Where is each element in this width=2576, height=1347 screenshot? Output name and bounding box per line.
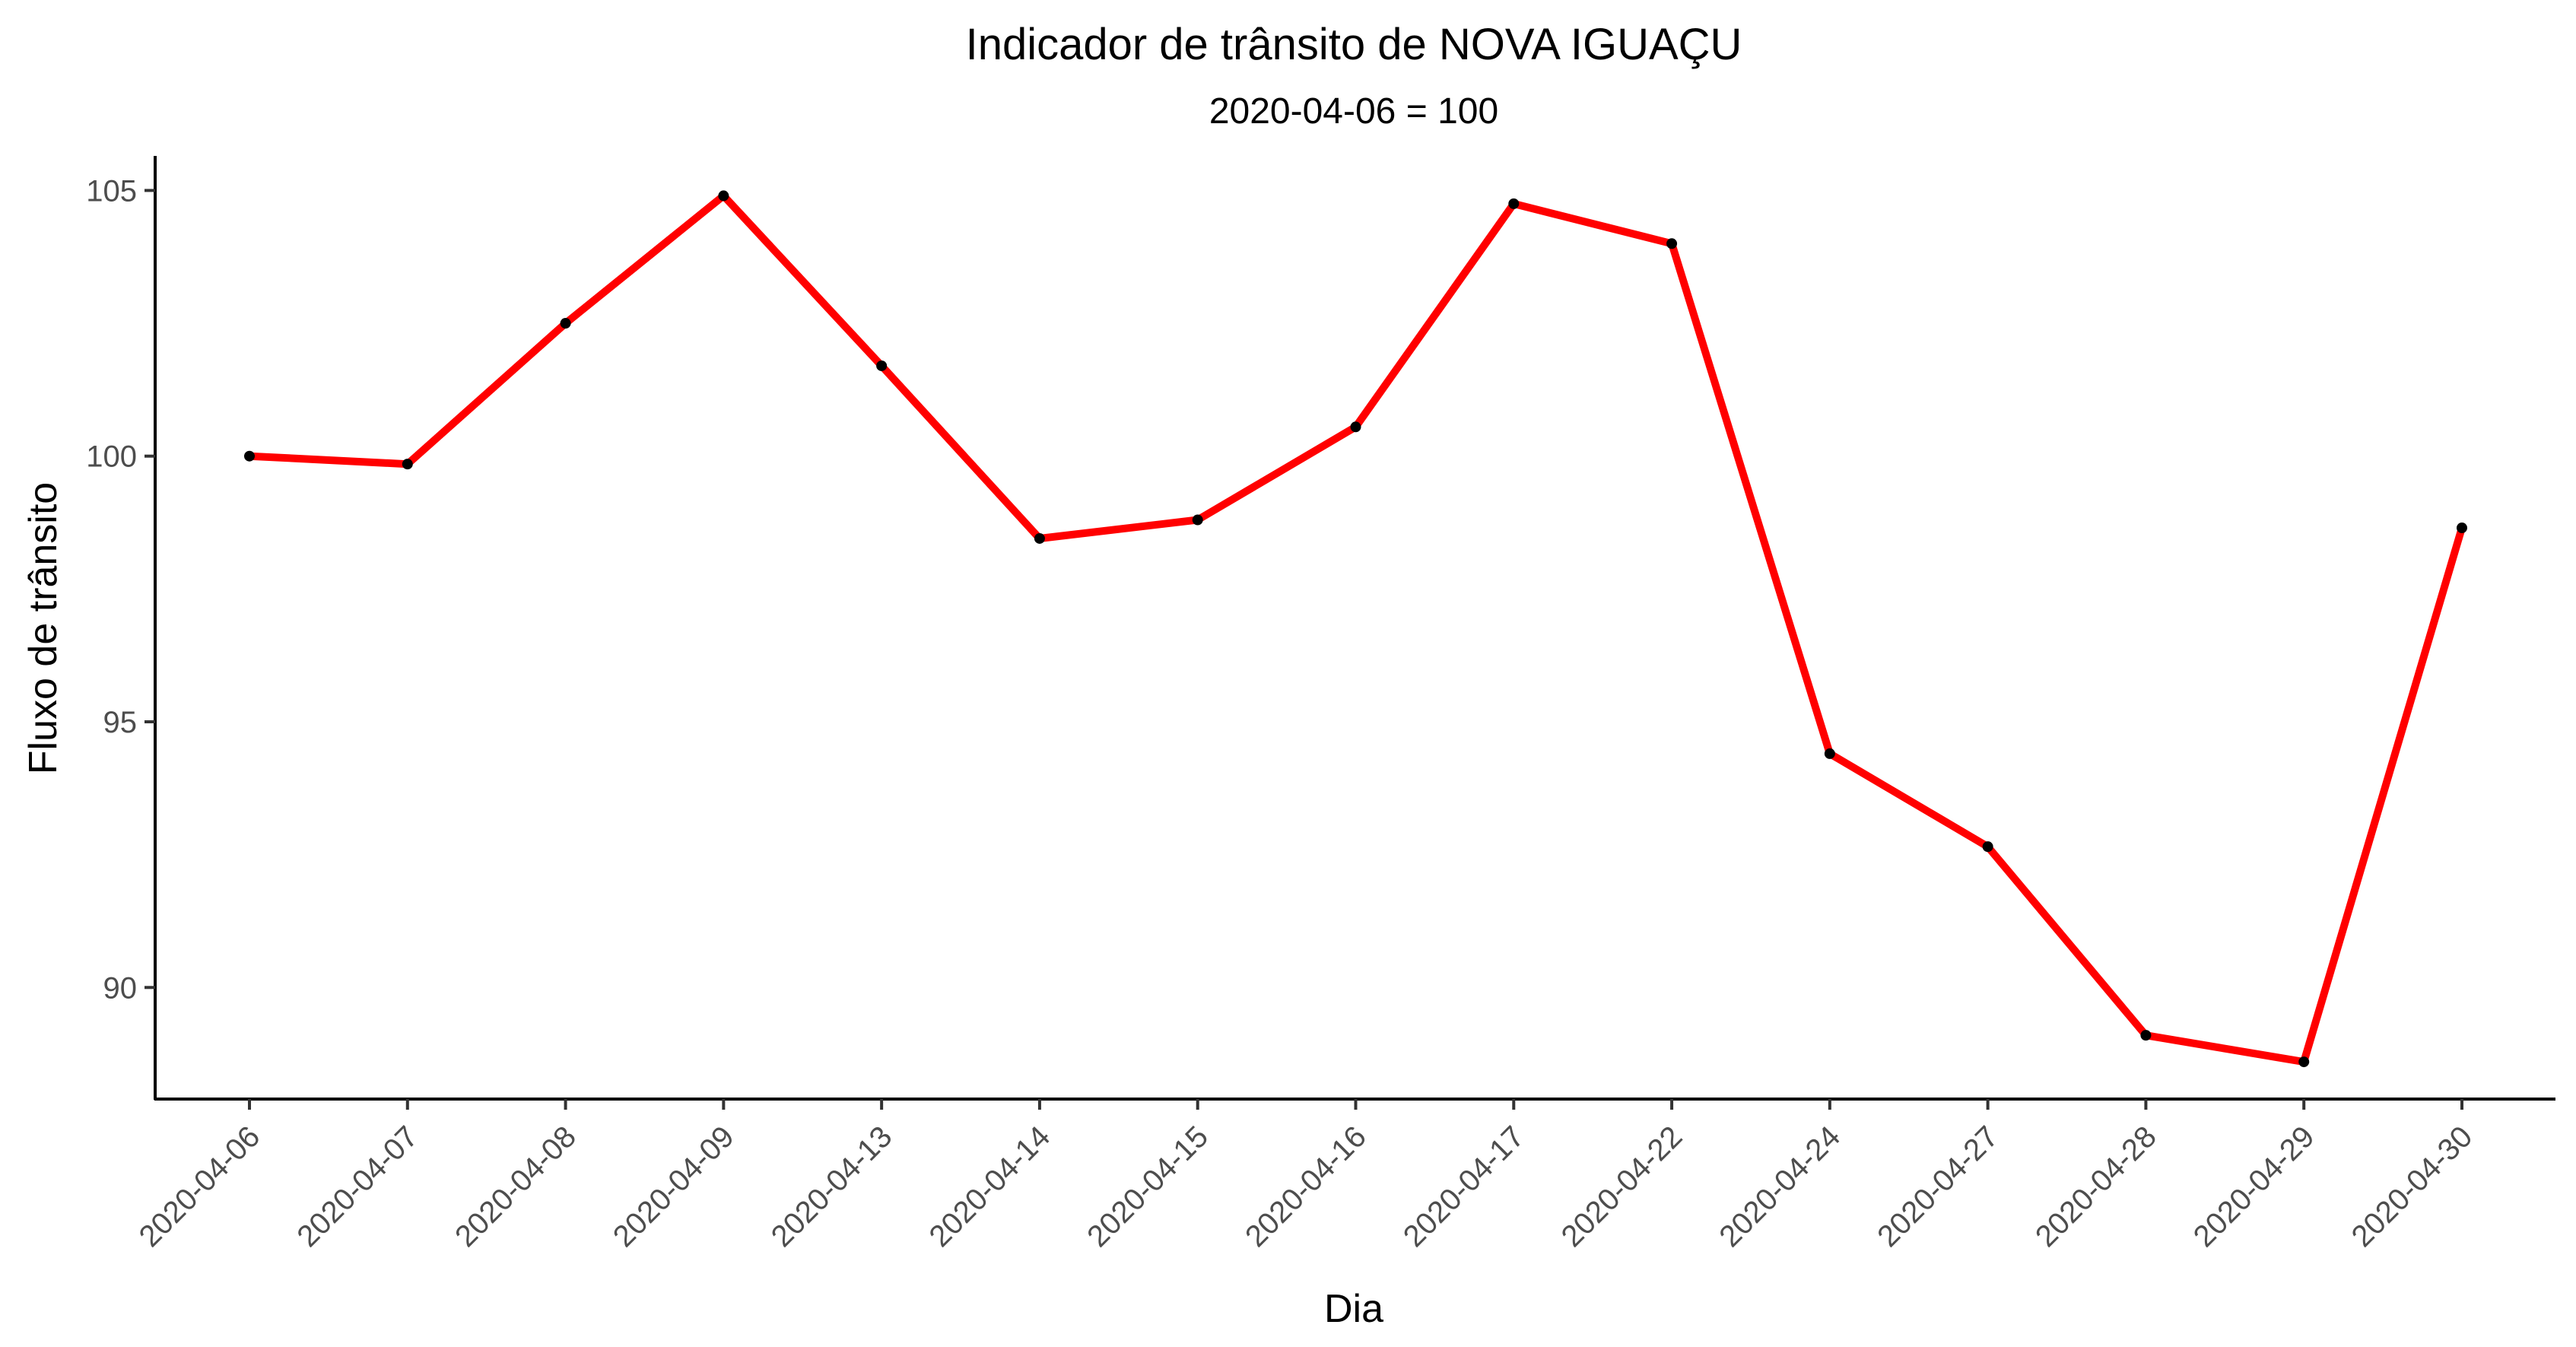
y-tick-label: 95	[103, 706, 138, 739]
x-tick-label: 2020-04-17	[1397, 1120, 1531, 1253]
x-tick-label: 2020-04-27	[1871, 1120, 2005, 1253]
y-tick-label: 90	[103, 971, 138, 1005]
data-point	[2457, 523, 2467, 534]
data-point	[1508, 198, 1520, 209]
x-tick-label: 2020-04-29	[2187, 1120, 2321, 1253]
x-tick-label: 2020-04-28	[2029, 1120, 2163, 1253]
data-point	[2140, 1030, 2152, 1041]
x-tick-label: 2020-04-14	[923, 1120, 1056, 1253]
x-tick-label: 2020-04-22	[1555, 1120, 1689, 1253]
data-point	[876, 360, 888, 371]
chart-subtitle: 2020-04-06 = 100	[1209, 91, 1498, 132]
data-point	[1350, 421, 1361, 433]
y-tick-label: 105	[86, 174, 137, 208]
y-tick-label: 100	[86, 440, 137, 474]
x-axis-title: Dia	[1324, 1287, 1383, 1331]
chart-title: Indicador de trânsito de NOVA IGUAÇU	[966, 20, 1742, 69]
x-tick-label: 2020-04-09	[607, 1120, 741, 1253]
x-tick-label: 2020-04-13	[765, 1120, 899, 1253]
x-tick-label: 2020-04-07	[291, 1120, 424, 1253]
data-point	[1192, 514, 1203, 526]
data-point	[560, 318, 571, 329]
data-point	[718, 190, 729, 202]
x-tick-label: 2020-04-16	[1239, 1120, 1373, 1253]
x-tick-label: 2020-04-08	[449, 1120, 583, 1253]
series-layer	[244, 190, 2467, 1068]
x-tick-label: 2020-04-15	[1081, 1120, 1215, 1253]
x-tick-label: 2020-04-30	[2346, 1120, 2479, 1253]
data-point	[1666, 238, 1678, 249]
data-point	[2298, 1056, 2310, 1068]
x-tick-label: 2020-04-24	[1713, 1120, 1847, 1253]
series-line	[249, 192, 2466, 1066]
x-axis: 2020-04-06 2020-04-07 2020-04-08 2020-04-09…	[133, 1098, 2555, 1253]
data-point	[244, 450, 255, 462]
x-tick-label: 2020-04-06	[133, 1120, 267, 1253]
data-point	[1824, 748, 1835, 759]
data-point	[1034, 532, 1045, 544]
data-point	[402, 459, 413, 470]
y-axis-title: Fluxo de trânsito	[21, 482, 65, 774]
y-axis: 90 95 100 105	[86, 156, 157, 1100]
data-point	[1982, 841, 1993, 853]
